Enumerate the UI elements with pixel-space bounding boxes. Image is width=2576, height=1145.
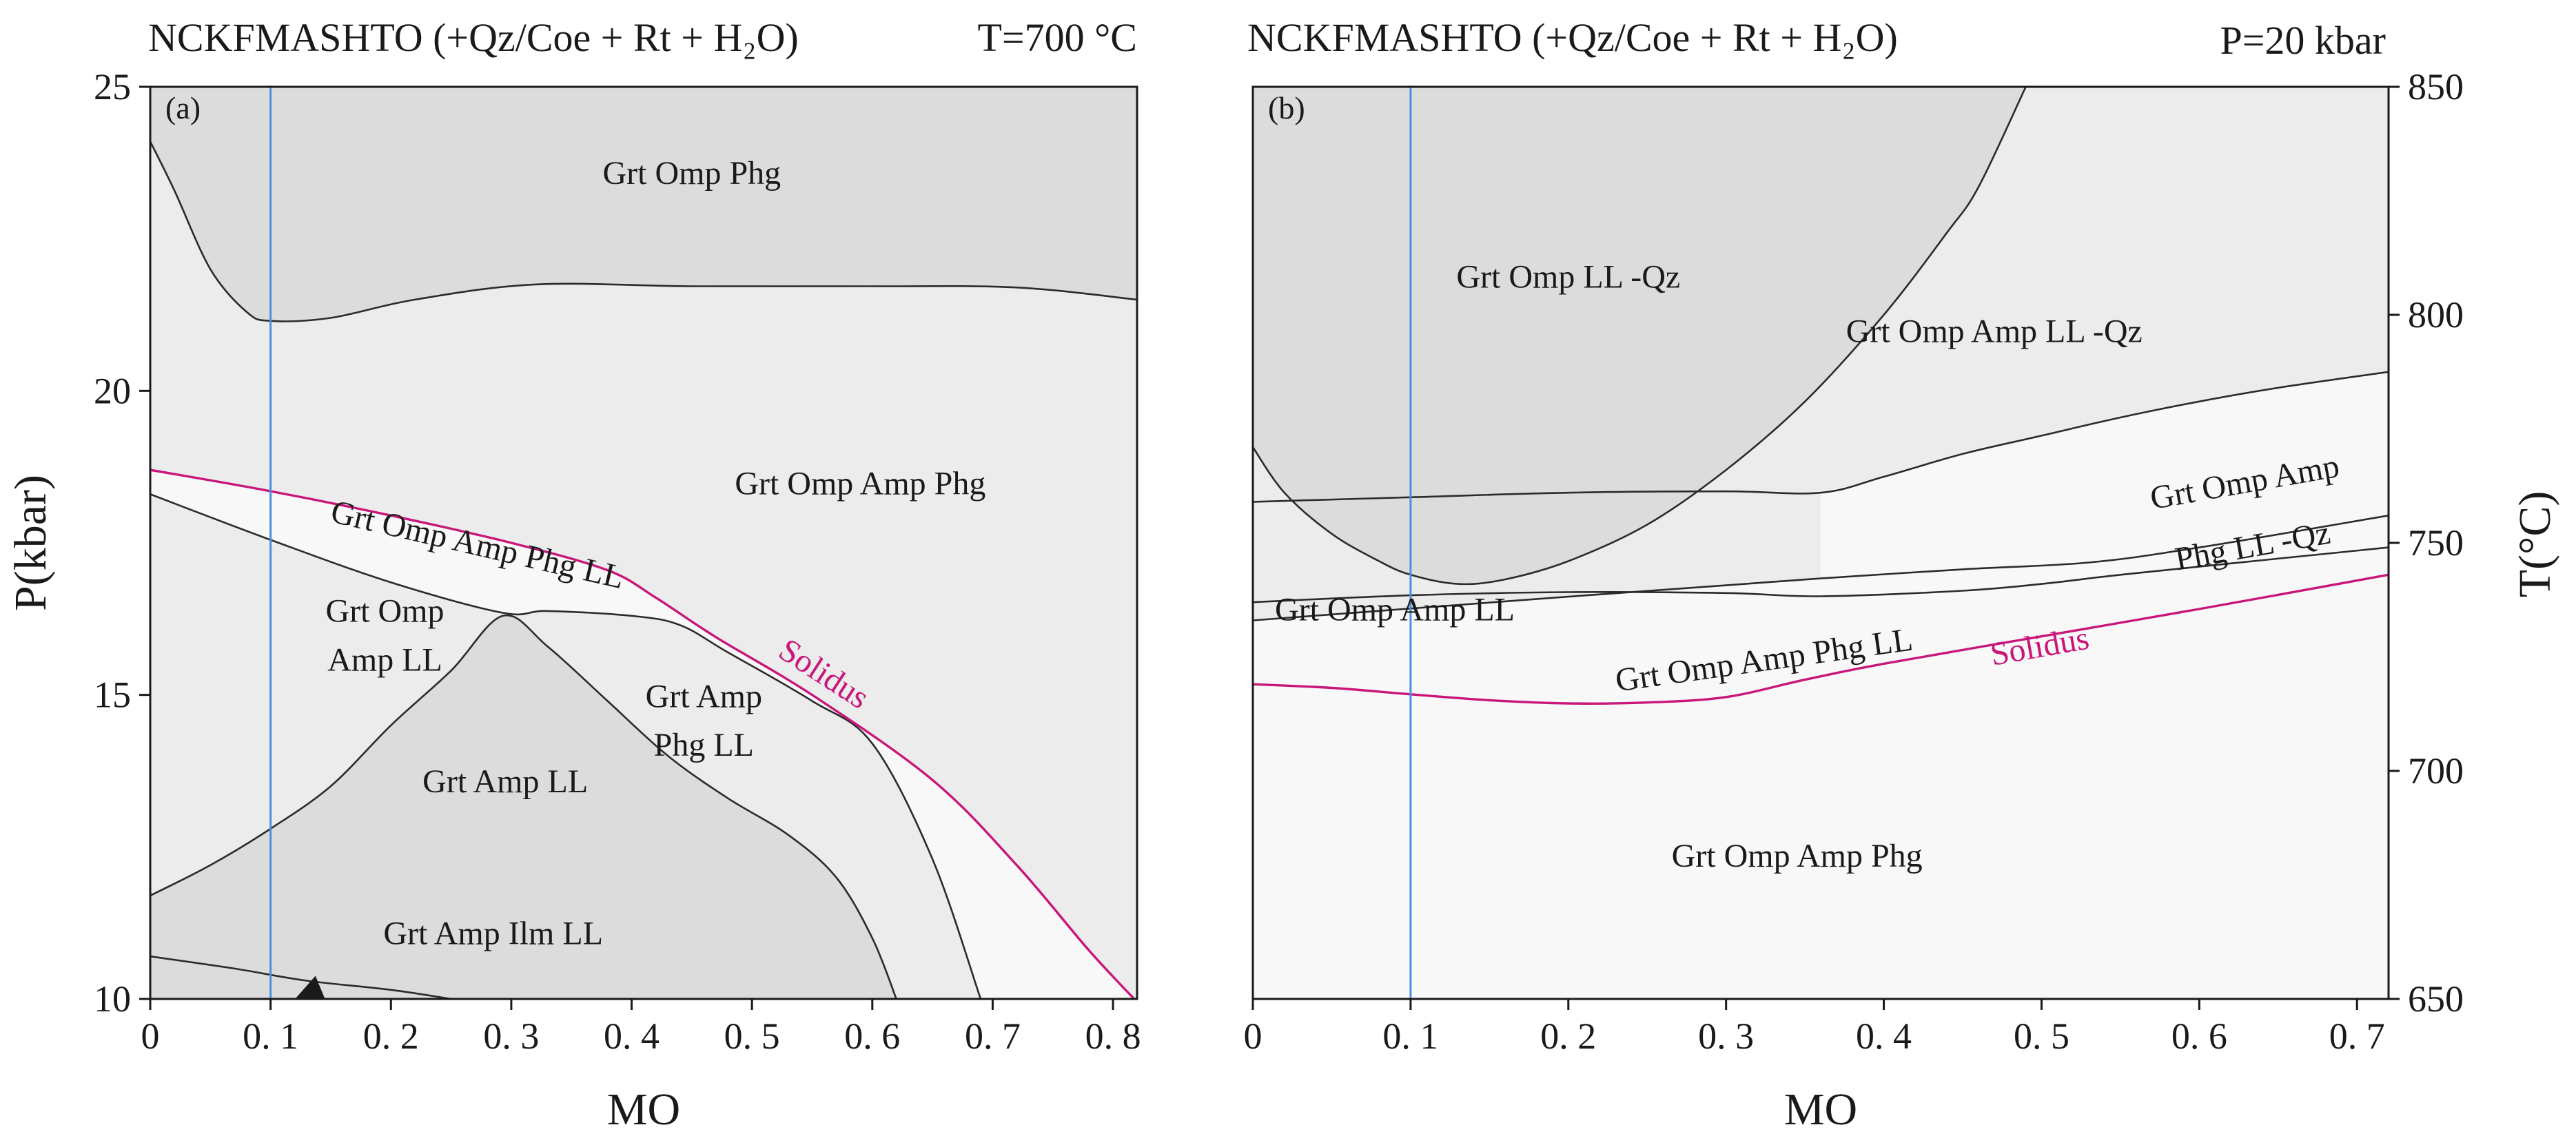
y-tick-label: 650 — [2408, 978, 2464, 1020]
condition-a: T=700 °C — [977, 15, 1137, 60]
panel-a: 0 0. 1 0. 2 0. 3 0. 4 0. 5 0. 6 0. 7 0. 8 10 15 20 2… — [6, 15, 1141, 1135]
y-tick-label: 750 — [2408, 522, 2464, 564]
field-label: Grt Omp — [326, 593, 444, 630]
field-label: Phg LL — [654, 727, 754, 763]
field-grt-amp-ll — [150, 615, 897, 999]
boundary-qz-out — [1253, 87, 2027, 586]
x-tick-label: 0. 4 — [1856, 1015, 1912, 1057]
x-tick-label: 0. 2 — [1540, 1015, 1596, 1057]
arrow-marker-icon — [295, 976, 325, 999]
boundary-qz-in — [1253, 371, 2389, 503]
field-grt-omp-phg — [150, 87, 1137, 322]
title-a: NCKFMASHTO (+Qz/Coe + Rt + H₂O) — [148, 15, 799, 60]
condition-b: P=20 kbar — [2220, 18, 2386, 63]
x-tick-label: 0. 3 — [483, 1015, 539, 1057]
x-tick-label: 0. 7 — [2329, 1015, 2385, 1057]
xlabel-a: MO — [607, 1084, 680, 1135]
x-tick-label: 0. 5 — [724, 1015, 780, 1057]
y-tick-label: 25 — [94, 66, 131, 107]
xlabel-b: MO — [1784, 1084, 1857, 1135]
boundary-upper-dark — [150, 141, 1137, 322]
y-tick-label: 10 — [94, 978, 131, 1020]
field-label: Grt Omp Phg — [603, 155, 781, 192]
x-tick-label: 0. 2 — [363, 1015, 419, 1057]
x-tick-label: 0. 7 — [965, 1015, 1021, 1057]
x-tick-label: 0. 6 — [844, 1015, 900, 1057]
panel-tag-a: (a) — [165, 90, 201, 125]
field-label: Grt Omp Amp Phg — [1672, 838, 1923, 874]
x-tick-label: 0. 1 — [243, 1015, 298, 1057]
boundary-amp-out — [1253, 546, 2389, 604]
x-tick-label: 0. 6 — [2171, 1015, 2227, 1057]
field-label: Amp LL — [327, 641, 442, 678]
y-tick-label: 700 — [2408, 750, 2464, 792]
title-b: NCKFMASHTO (+Qz/Coe + Rt + H₂O) — [1247, 15, 1898, 60]
panel-b: 0 0. 1 0. 2 0. 3 0. 4 0. 5 0. 6 0. 7 650 700 750 80… — [1244, 15, 2561, 1135]
ylabel-a: P(kbar) — [6, 475, 56, 611]
x-tick-label: 0. 1 — [1382, 1015, 1438, 1057]
boundary-phg-in — [1253, 515, 2389, 621]
y-tick-label: 850 — [2408, 66, 2464, 107]
y-tick-label: 20 — [94, 370, 131, 411]
field-label: Grt Omp Amp LL — [1275, 592, 1515, 628]
field-grt-omp-amp-phg — [1253, 575, 2389, 999]
field-label: Grt Omp LL -Qz — [1456, 258, 1680, 295]
boundary-ilmenite — [150, 955, 451, 999]
x-tick-label: 0. 3 — [1698, 1015, 1754, 1057]
y-tick-label: 800 — [2408, 294, 2464, 336]
field-grt-omp-amp-phg-ll-qz — [1821, 371, 2389, 579]
field-grt-omp-ll-qz — [1253, 87, 2026, 584]
field-label: Grt Omp Amp LL -Qz — [1846, 313, 2143, 350]
field-label: Grt Omp Amp Phg — [735, 465, 985, 502]
panel-tag-b: (b) — [1268, 90, 1305, 125]
y-tick-label: 15 — [94, 674, 131, 716]
ylabel-b: T(°C) — [2510, 491, 2560, 598]
solidus-curve-a — [150, 468, 1136, 999]
x-tick-label: 0. 5 — [2014, 1015, 2069, 1057]
panel-a-ticks: 0 0. 1 0. 2 0. 3 0. 4 0. 5 0. 6 0. 7 0. 8 10 15 20 2… — [94, 66, 1141, 1057]
field-label: Grt Amp — [646, 678, 762, 714]
field-grt-omp-amp-phg-ll — [1253, 515, 2389, 704]
panel-a-plot-area — [150, 87, 1137, 999]
x-tick-label: 0 — [1244, 1015, 1263, 1057]
field-label: Grt Amp LL — [422, 763, 588, 800]
field-grt-omp-amp-phg-ll — [150, 470, 1134, 999]
panel-a-frame — [149, 85, 1138, 1000]
x-tick-label: 0. 4 — [604, 1015, 660, 1057]
boundary-dark-lens — [150, 614, 897, 999]
x-tick-label: 0. 8 — [1085, 1015, 1141, 1057]
panel-b-ticks: 0 0. 1 0. 2 0. 3 0. 4 0. 5 0. 6 0. 7 650 700 750 80… — [1244, 66, 2464, 1057]
panel-b-plot-area — [1253, 87, 2389, 999]
x-tick-label: 0 — [141, 1015, 160, 1057]
field-label: Grt Amp Ilm LL — [383, 916, 603, 952]
boundary-ll-in — [150, 493, 982, 999]
